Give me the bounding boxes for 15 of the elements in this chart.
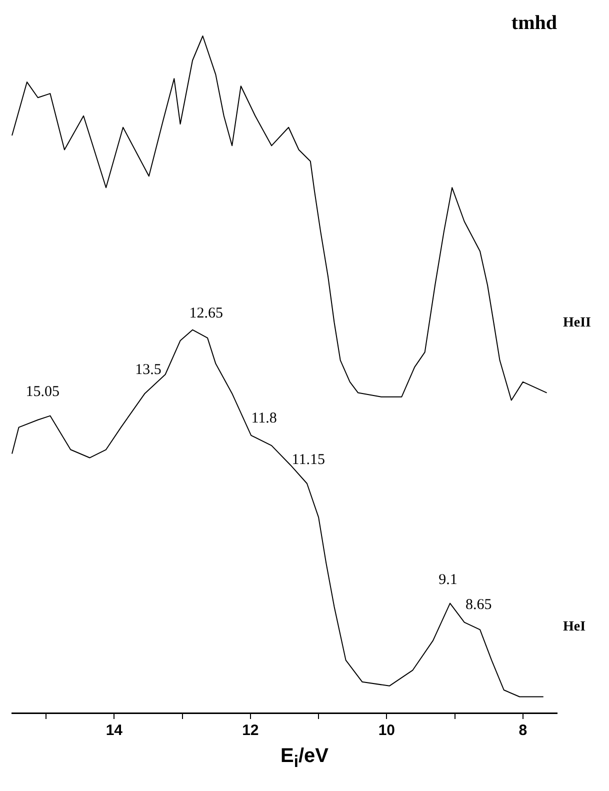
chart-title: tmhd [511,12,557,34]
annotation: 11.8 [251,410,277,427]
annotation: 9.1 [438,572,458,588]
annotation: 12.65 [189,306,224,322]
x-tick-label: 8 [518,722,528,740]
x-tick-label: 14 [106,722,124,740]
x-tick-label: 12 [242,722,259,740]
x-tick-label: 10 [378,722,396,740]
x-axis-title: E$_{i}$/eV [279,745,330,772]
annotation: 15.05 [26,384,60,400]
annotation: 8.65 [466,596,492,613]
annotation: 13.5 [135,362,162,378]
text: HeII [563,315,591,330]
annotation: 11.15 [292,452,325,468]
text: HeI [563,619,586,634]
